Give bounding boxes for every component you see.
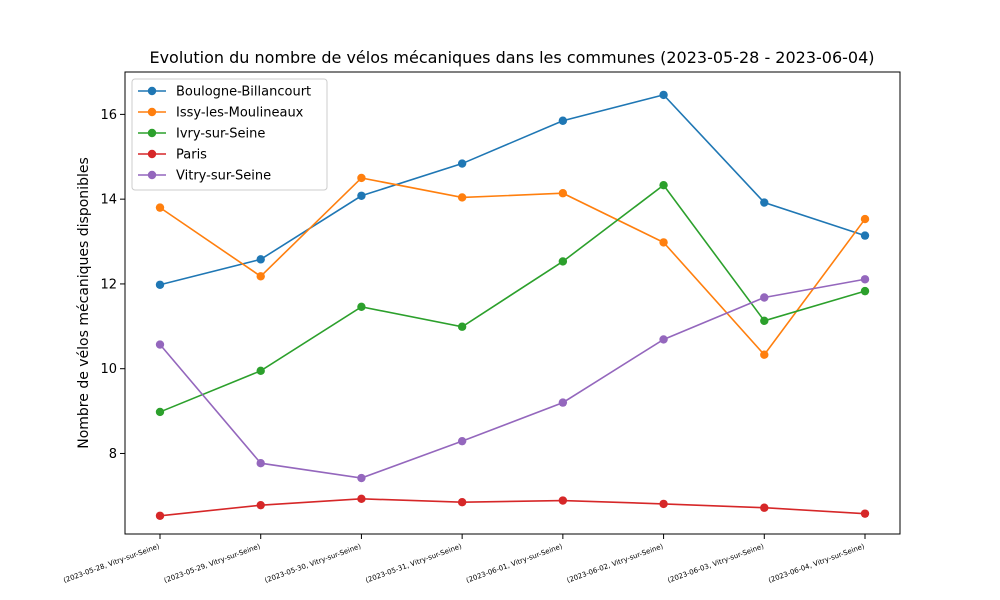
- plot-area: [124, 71, 901, 535]
- y-tick-label: 12: [100, 277, 117, 292]
- legend-label: Boulogne-Billancourt: [176, 85, 311, 100]
- x-tick-label: (2023-06-03, Vitry-sur-Seine): [667, 542, 766, 584]
- data-point: [357, 494, 366, 504]
- data-point: [659, 499, 668, 509]
- data-point: [155, 280, 165, 289]
- data-point: [659, 238, 668, 247]
- data-point: [760, 350, 769, 359]
- data-point: [256, 366, 265, 376]
- data-point: [860, 286, 870, 296]
- x-tick-label: (2023-05-30, Vitry-sur-Seine): [264, 542, 363, 584]
- y-tick-label: 14: [100, 193, 117, 208]
- data-point: [659, 335, 668, 344]
- x-tick-label: (2023-05-28, Vitry-sur-Seine): [62, 542, 161, 584]
- legend-label: Paris: [176, 148, 207, 163]
- legend-label: Issy-les-Moulineaux: [176, 106, 304, 121]
- data-point: [357, 191, 366, 200]
- x-tick-label: (2023-05-29, Vitry-sur-Seine): [163, 542, 262, 584]
- data-point: [357, 173, 366, 183]
- data-point: [256, 500, 265, 510]
- data-point: [155, 203, 165, 212]
- data-point: [155, 511, 165, 520]
- series-ivry-sur-seine: [155, 180, 870, 417]
- legend-marker: [147, 149, 157, 159]
- data-point: [558, 116, 568, 125]
- x-axis-ticks: (2023-05-28, Vitry-sur-Seine) (2023-05-29…: [62, 534, 866, 585]
- data-point: [558, 496, 568, 505]
- y-tick-label: 8: [109, 447, 117, 462]
- y-axis-ticks: 8 10 12 14 16: [100, 108, 125, 462]
- data-point: [558, 398, 568, 407]
- data-point: [357, 473, 366, 483]
- data-point: [457, 436, 467, 446]
- data-point: [558, 257, 568, 266]
- data-point: [256, 272, 265, 281]
- data-point: [256, 255, 265, 264]
- series-line: [159, 498, 866, 517]
- data-point: [760, 316, 769, 326]
- legend-marker: [147, 107, 157, 117]
- series-paris: [155, 494, 870, 520]
- legend-label: Vitry-sur-Seine: [176, 169, 271, 184]
- legend-marker: [147, 170, 157, 180]
- data-point: [457, 193, 467, 202]
- data-point: [760, 503, 769, 512]
- legend: Boulogne-Billancourt Issy-les-Moulineaux I…: [131, 78, 328, 191]
- legend-box: [131, 78, 328, 191]
- legend-marker: [147, 128, 157, 138]
- series-vitry-sur-seine: [155, 275, 870, 483]
- data-point: [760, 293, 769, 302]
- y-tick-label: 16: [100, 108, 117, 123]
- series-boulogne-billancourt: [155, 90, 870, 289]
- data-point: [860, 275, 870, 284]
- legend-marker: [147, 86, 157, 96]
- legend-label: Ivry-sur-Seine: [176, 127, 265, 142]
- y-axis-label: Nombre de vélos mécaniques disponibles: [76, 157, 92, 449]
- data-point: [558, 189, 568, 198]
- x-tick-label: (2023-06-01, Vitry-sur-Seine): [465, 542, 564, 584]
- series-line: [159, 184, 866, 413]
- x-tick-label: (2023-06-02, Vitry-sur-Seine): [566, 542, 665, 584]
- chart-title: Evolution du nombre de vélos mécaniques …: [149, 48, 874, 67]
- data-point: [155, 340, 165, 349]
- data-point: [155, 407, 165, 417]
- series-line: [159, 93, 866, 286]
- y-tick-label: 10: [100, 362, 117, 377]
- data-point: [357, 302, 366, 312]
- data-point: [659, 180, 668, 190]
- data-point: [760, 198, 769, 207]
- data-point: [659, 90, 668, 100]
- data-point: [860, 214, 870, 224]
- series-line: [159, 177, 866, 356]
- data-point: [256, 459, 265, 468]
- data-point: [860, 509, 870, 518]
- data-point: [860, 231, 870, 240]
- series-line: [159, 278, 866, 479]
- data-point: [457, 498, 467, 507]
- x-tick-label: (2023-06-04, Vitry-sur-Seine): [767, 542, 866, 584]
- series-issy-les-moulineaux: [155, 173, 870, 359]
- x-tick-label: (2023-05-31, Vitry-sur-Seine): [364, 542, 463, 584]
- series-group: [155, 90, 870, 520]
- data-point: [457, 159, 467, 168]
- data-point: [457, 322, 467, 331]
